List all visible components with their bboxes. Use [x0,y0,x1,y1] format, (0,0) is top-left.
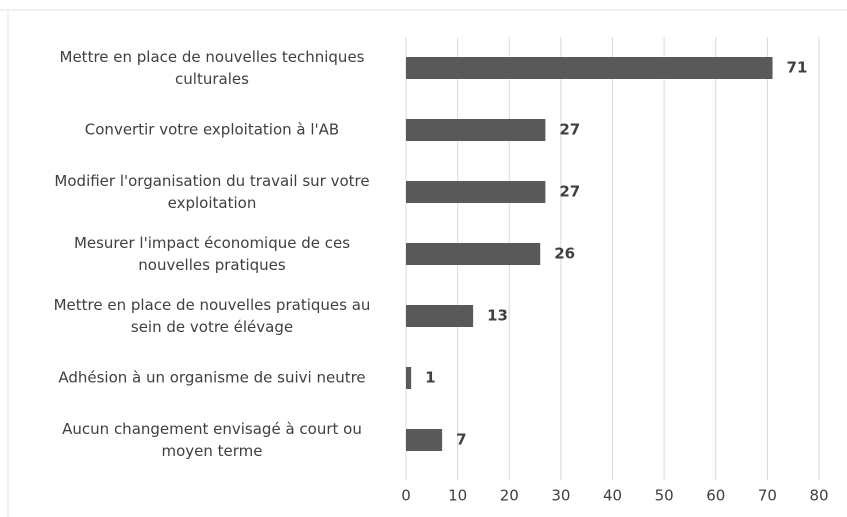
value-label: 27 [559,183,580,201]
value-label: 1 [425,369,435,387]
x-tick-label: 40 [603,487,622,505]
value-label: 71 [787,59,808,77]
value-label: 27 [559,121,580,139]
bar [406,243,541,265]
bar [406,181,546,203]
x-tick-label: 0 [401,487,411,505]
x-tick-label: 50 [655,487,674,505]
y-tick-label: Mettre en place de nouvelles pratiques a… [54,296,371,336]
value-label: 26 [554,245,575,263]
bar [406,305,474,327]
y-tick-label: Convertir votre exploitation à l'AB [85,121,339,139]
y-tick-label: Mettre en place de nouvelles techniques c… [60,48,365,88]
x-tick-label: 60 [706,487,725,505]
y-tick-label: Adhésion à un organisme de suivi neutre [58,369,365,387]
x-tick-label: 20 [500,487,519,505]
bar [406,119,546,141]
x-tick-label: 80 [809,487,828,505]
y-tick-label: Modifier l'organisation du travail sur v… [54,172,369,212]
bar [406,57,773,79]
value-label: 7 [456,431,466,449]
x-tick-label: 10 [448,487,467,505]
y-tick-label: Aucun changement envisagé à court ou moye… [62,420,362,460]
y-tick-label: Mesurer l'impact économique de ces nouvel… [74,234,350,274]
x-tick-label: 70 [758,487,777,505]
x-tick-label: 30 [551,487,570,505]
bar [406,367,412,389]
value-label: 13 [487,307,508,325]
bar [406,429,443,451]
